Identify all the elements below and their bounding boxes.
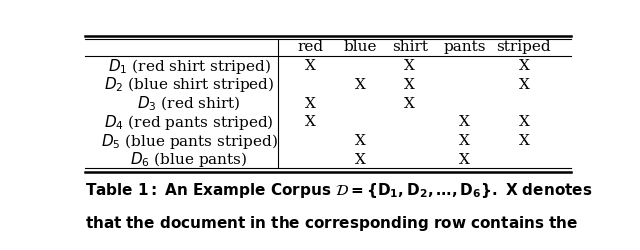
- Text: blue: blue: [344, 40, 377, 54]
- Text: X: X: [355, 152, 365, 166]
- Text: X: X: [518, 134, 529, 147]
- Text: shirt: shirt: [392, 40, 428, 54]
- Text: $D_{6}$ (blue pants): $D_{6}$ (blue pants): [131, 150, 248, 169]
- Text: X: X: [459, 134, 470, 147]
- Text: $\bf{Table\ 1:\ An\ Example\ Corpus\ }$$\bf{\mathcal{D} = \{D_1, D_2, \ldots, D_: $\bf{Table\ 1:\ An\ Example\ Corpus\ }$$…: [85, 180, 593, 199]
- Text: striped: striped: [497, 40, 551, 54]
- Text: X: X: [518, 115, 529, 129]
- Text: $D_{4}$ (red pants striped): $D_{4}$ (red pants striped): [104, 112, 274, 131]
- Text: $D_{2}$ (blue shirt striped): $D_{2}$ (blue shirt striped): [104, 75, 275, 94]
- Text: X: X: [404, 78, 415, 92]
- Text: $D_{3}$ (red shirt): $D_{3}$ (red shirt): [138, 94, 241, 112]
- Text: X: X: [404, 59, 415, 73]
- Text: X: X: [355, 134, 365, 147]
- Text: X: X: [305, 96, 316, 110]
- Text: X: X: [518, 78, 529, 92]
- Text: $D_{5}$ (blue pants striped): $D_{5}$ (blue pants striped): [100, 131, 278, 150]
- Text: X: X: [459, 115, 470, 129]
- Text: red: red: [298, 40, 324, 54]
- Text: X: X: [518, 59, 529, 73]
- Text: $\bf{that\ the\ document\ in\ the\ corresponding\ row\ contains\ the}$: $\bf{that\ the\ document\ in\ the\ corre…: [85, 213, 578, 232]
- Text: pants: pants: [443, 40, 486, 54]
- Text: X: X: [305, 115, 316, 129]
- Text: $D_{1}$ (red shirt striped): $D_{1}$ (red shirt striped): [108, 56, 271, 75]
- Text: X: X: [459, 152, 470, 166]
- Text: X: X: [355, 78, 365, 92]
- Text: X: X: [305, 59, 316, 73]
- Text: X: X: [404, 96, 415, 110]
